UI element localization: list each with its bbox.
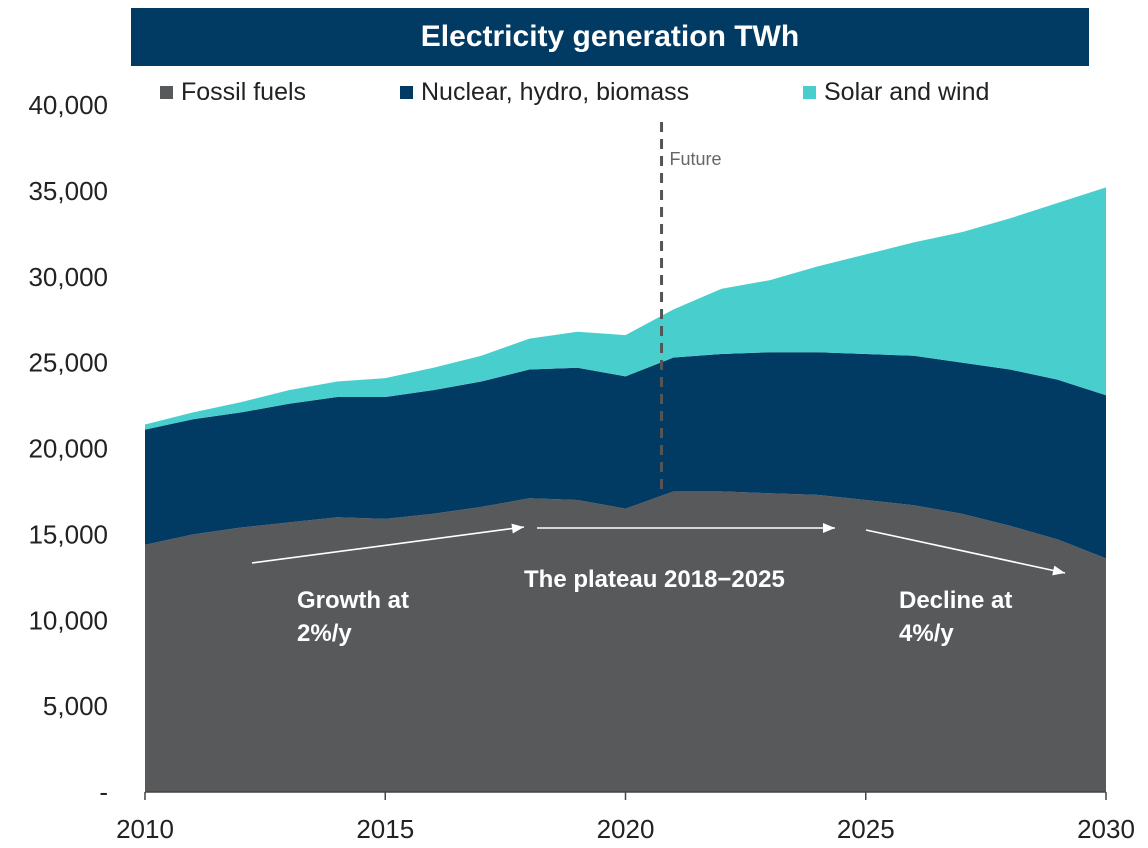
decline-arrow-head bbox=[1052, 565, 1065, 576]
y-tick-label: 40,000 bbox=[28, 90, 108, 120]
annotation-plateau: The plateau 2018−2025 bbox=[524, 566, 785, 593]
y-tick-label: 25,000 bbox=[28, 348, 108, 378]
x-tick-label: 2010 bbox=[116, 814, 174, 844]
future-label: Future bbox=[670, 149, 722, 169]
growth-arrow-line bbox=[251, 526, 525, 564]
annotation-decline: 4%/y bbox=[899, 620, 954, 647]
growth-arrow-head bbox=[511, 523, 524, 534]
legend-item-nuclear-hydro-biomass: Nuclear, hydro, biomass bbox=[400, 78, 689, 107]
legend-label-nuclear-hydro-biomass: Nuclear, hydro, biomass bbox=[421, 78, 690, 106]
annotation-decline: Decline at bbox=[899, 587, 1012, 614]
legend: Fossil fuels Nuclear, hydro, biomass Sol… bbox=[0, 78, 1148, 114]
legend-item-solar-and-wind: Solar and wind bbox=[803, 78, 989, 107]
y-tick-label: - bbox=[99, 777, 108, 807]
x-tick-label: 2020 bbox=[597, 814, 655, 844]
area-nuclear-hydro-biomass bbox=[145, 352, 1106, 559]
legend-swatch-nuclear-hydro-biomass bbox=[400, 86, 413, 99]
legend-swatch-fossil-fuels bbox=[160, 86, 173, 99]
y-tick-label: 35,000 bbox=[28, 176, 108, 206]
annotation-growth: 2%/y bbox=[297, 620, 352, 647]
legend-item-fossil-fuels: Fossil fuels bbox=[160, 78, 306, 107]
annotation-growth: Growth at bbox=[297, 587, 409, 614]
x-tick-label: 2015 bbox=[356, 814, 414, 844]
y-tick-label: 30,000 bbox=[28, 262, 108, 292]
chart-title: Electricity generation TWh bbox=[420, 20, 800, 53]
x-tick-label: 2030 bbox=[1077, 814, 1135, 844]
area-solar-and-wind bbox=[145, 187, 1106, 430]
legend-label-fossil-fuels: Fossil fuels bbox=[181, 78, 307, 106]
legend-swatch-solar-and-wind bbox=[803, 86, 816, 99]
y-tick-label: 20,000 bbox=[28, 434, 108, 464]
area-fossil-fuels bbox=[145, 491, 1106, 792]
y-tick-label: 5,000 bbox=[43, 691, 108, 721]
legend-label-solar-and-wind: Solar and wind bbox=[824, 78, 990, 106]
x-tick-label: 2025 bbox=[837, 814, 895, 844]
chart-title-bar: Electricity generation TWh bbox=[131, 8, 1089, 66]
y-tick-label: 10,000 bbox=[28, 605, 108, 635]
plateau-arrow-head bbox=[823, 523, 835, 533]
y-tick-label: 15,000 bbox=[28, 519, 108, 549]
decline-arrow-line bbox=[865, 529, 1066, 574]
